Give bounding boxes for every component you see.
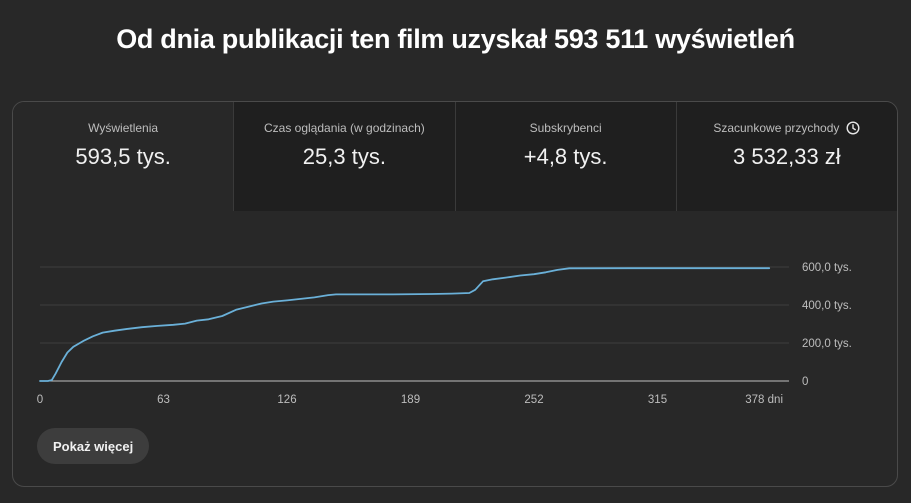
tab-views[interactable]: Wyświetlenia 593,5 tys.: [13, 102, 235, 211]
views-series-line: [39, 267, 771, 382]
y-tick-label: 0: [802, 376, 808, 388]
show-more-button[interactable]: Pokaż więcej: [37, 428, 150, 464]
x-tick-label: 63: [157, 394, 170, 406]
tab-watch-time-value: 25,3 tys.: [302, 144, 386, 169]
x-tick-label: 126: [277, 394, 296, 406]
analytics-card: Wyświetlenia 593,5 tys. Czas oglądania (…: [12, 101, 898, 487]
views-chart: 0 200,0 tys. 400,0 tys. 600,0 tys. 0 63 126 189…: [13, 211, 897, 431]
tab-subscribers-label: Subskrybenci: [529, 121, 602, 135]
page-title: Od dnia publikacji ten film uzyskał 593 …: [116, 24, 795, 54]
tab-revenue-label: Szacunkowe przychody: [713, 121, 840, 135]
tab-revenue-label-row: Szacunkowe przychody: [713, 121, 860, 135]
tab-subscribers-value: +4,8 tys.: [523, 144, 608, 169]
x-tick-label: 189: [401, 394, 420, 406]
tab-views-label: Wyświetlenia: [88, 121, 159, 135]
tab-watch-time-label: Czas oglądania (w godzinach): [263, 121, 425, 135]
tab-revenue-value: 3 532,33 zł: [733, 144, 841, 169]
x-tick-label: 315: [648, 394, 667, 406]
x-tick-label: 0: [37, 394, 43, 406]
tab-revenue[interactable]: Szacunkowe przychody 3 532,33 zł: [676, 102, 897, 211]
y-tick-label: 400,0 tys.: [802, 300, 852, 312]
tab-views-value: 593,5 tys.: [75, 144, 171, 169]
tab-watch-time[interactable]: Czas oglądania (w godzinach) 25,3 tys.: [234, 102, 456, 211]
y-tick-label: 600,0 tys.: [802, 262, 852, 274]
x-tick-label: 378 dni: [745, 394, 783, 406]
y-tick-label: 200,0 tys.: [802, 338, 852, 350]
x-tick-label: 252: [524, 394, 543, 406]
clock-icon: [846, 121, 860, 135]
tab-subscribers[interactable]: Subskrybenci +4,8 tys.: [455, 102, 677, 211]
views-chart-svg: 0 200,0 tys. 400,0 tys. 600,0 tys. 0 63 126 189…: [37, 262, 852, 406]
metric-tabs: Wyświetlenia 593,5 tys. Czas oglądania (…: [13, 102, 897, 211]
